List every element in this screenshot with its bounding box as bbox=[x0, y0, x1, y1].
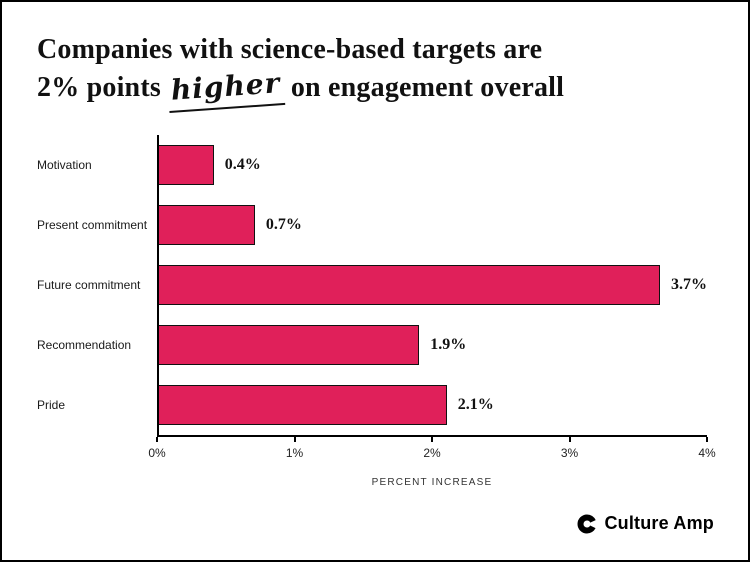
axis-tick-label: 2% bbox=[423, 445, 441, 460]
axis-tick bbox=[293, 436, 296, 442]
chart-title: Companies with science-based targets are… bbox=[37, 32, 713, 113]
bar-row: 0.4% bbox=[159, 135, 707, 195]
axis-tick-label: 3% bbox=[560, 445, 579, 460]
category-label: Recommendation bbox=[37, 337, 132, 352]
value-label: 1.9% bbox=[430, 335, 467, 353]
plot-wrap: 0.4% 0.7% 3.7% 1.9% 2.1% 0% 1% 2% 3% 4% PERCENT … bbox=[148, 134, 716, 488]
axis-tick bbox=[156, 436, 158, 442]
x-axis: 0% 1% 2% 3% 4% bbox=[148, 436, 716, 465]
axis-tick bbox=[431, 436, 433, 442]
bar-row: 3.7% bbox=[159, 255, 707, 315]
title-highlight: higher bbox=[166, 64, 285, 113]
axis-tick bbox=[706, 436, 708, 442]
category-label: Present commitment bbox=[37, 217, 148, 232]
culture-amp-logo-text: Culture Amp bbox=[604, 513, 714, 533]
title-line2-pre: 2% points bbox=[37, 71, 169, 103]
value-label: 2.1% bbox=[457, 395, 494, 413]
value-label: 3.7% bbox=[671, 275, 707, 293]
axis-tick-label: 4% bbox=[698, 445, 716, 460]
bar bbox=[159, 324, 420, 365]
bar bbox=[159, 384, 447, 425]
bar bbox=[159, 144, 214, 185]
bar-row: 0.7% bbox=[159, 195, 707, 255]
category-label: Motivation bbox=[37, 157, 92, 172]
culture-amp-logo-icon bbox=[577, 514, 597, 534]
bar bbox=[159, 204, 255, 245]
bar-row: 2.1% bbox=[159, 375, 707, 435]
axis-tick-label: 1% bbox=[285, 445, 304, 460]
category-labels: Motivation Present commitment Future commi… bbox=[37, 135, 157, 488]
value-label: 0.7% bbox=[265, 215, 302, 233]
culture-amp-logo: Culture Amp bbox=[577, 513, 714, 534]
plot-area: 0.4% 0.7% 3.7% 1.9% 2.1% bbox=[157, 134, 707, 437]
axis-tick bbox=[568, 436, 571, 442]
x-axis-title: PERCENT INCREASE bbox=[371, 476, 493, 488]
value-label: 0.4% bbox=[224, 155, 261, 173]
title-line1: Companies with science-based targets are bbox=[37, 34, 543, 65]
bar-row: 1.9% bbox=[159, 315, 707, 375]
axis-tick-label: 0% bbox=[148, 445, 166, 460]
category-label: Pride bbox=[37, 397, 66, 412]
bar bbox=[159, 264, 660, 305]
bar-chart: Motivation Present commitment Future commi… bbox=[37, 134, 748, 488]
title-line2-post: on engagement overall bbox=[283, 71, 565, 103]
category-label: Future commitment bbox=[37, 277, 141, 292]
